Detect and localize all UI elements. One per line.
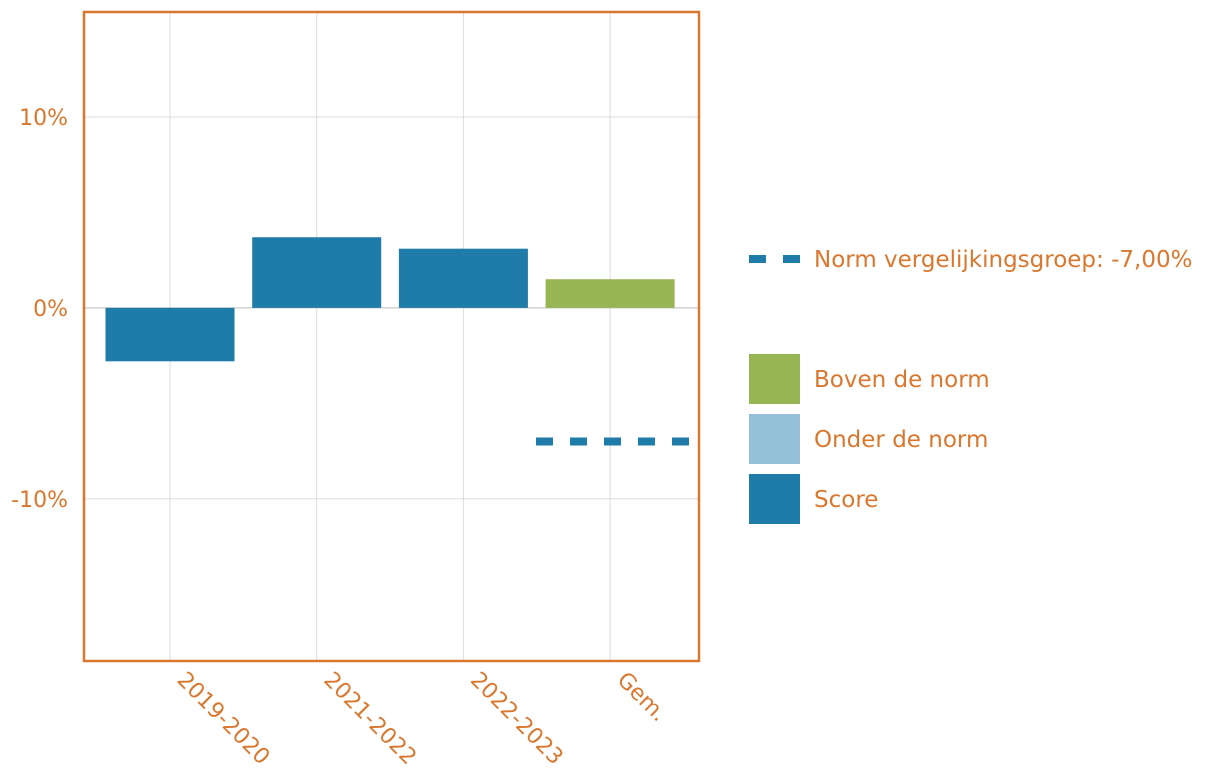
legend-label-below_norm: Onder de norm bbox=[814, 427, 988, 453]
y-axis: 10% 0% -10% bbox=[11, 106, 68, 513]
plot-frame bbox=[82, 10, 701, 663]
x-axis: 2019-2020 2021-2022 2022-2023 Gem. bbox=[172, 668, 672, 769]
y-tick-label: -10% bbox=[11, 488, 68, 513]
y-tick-label: 0% bbox=[33, 297, 68, 322]
legend-swatch-score bbox=[749, 474, 800, 524]
x-tick-label: 2021-2022 bbox=[318, 668, 420, 769]
legend-label-score: Score bbox=[814, 487, 878, 513]
legend-swatch-above_norm bbox=[749, 354, 800, 404]
x-tick-label: 2019-2020 bbox=[172, 668, 274, 769]
x-tick-label: 2022-2023 bbox=[465, 668, 567, 769]
y-tick-label: 10% bbox=[19, 106, 68, 131]
bars bbox=[105, 237, 675, 362]
legend: Norm vergelijkingsgroep: -7,00% Boven de … bbox=[749, 247, 1192, 524]
legend-swatch-below_norm bbox=[749, 414, 800, 464]
bar-2021-2022 bbox=[252, 237, 382, 308]
x-tick-label: Gem. bbox=[612, 668, 671, 727]
bar-2022-2023 bbox=[398, 248, 528, 308]
legend-label-above_norm: Boven de norm bbox=[814, 367, 990, 393]
bar-2019-2020 bbox=[105, 307, 235, 362]
legend-norm-label: Norm vergelijkingsgroep: -7,00% bbox=[814, 247, 1192, 273]
bar-Gem. bbox=[545, 279, 675, 308]
